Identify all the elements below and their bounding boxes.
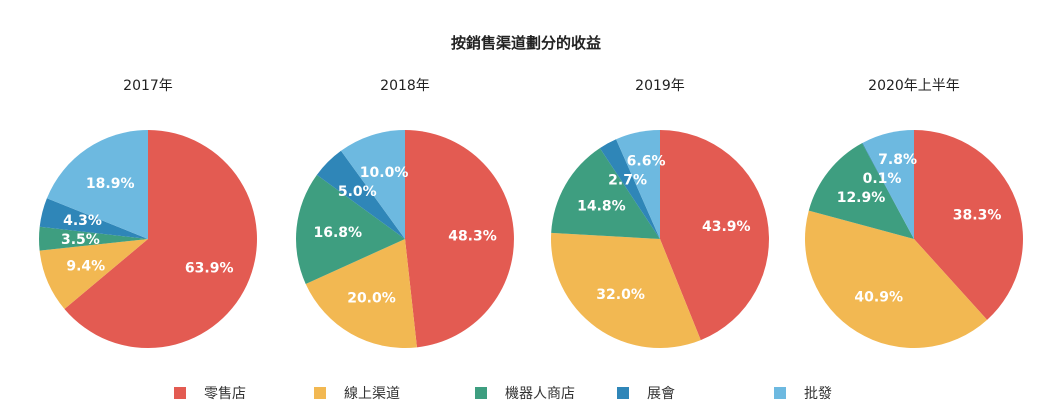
slice-label: 6.6% [627,154,666,170]
slice-label: 18.9% [86,176,135,192]
slice-label: 48.3% [448,228,497,244]
legend-item: 批發 [774,386,832,402]
slice-label: 5.0% [338,184,377,200]
slice-label: 9.4% [66,258,105,274]
slice-label: 16.8% [314,225,363,241]
chart-title: 按銷售渠道劃分的收益 [451,34,601,52]
pie-slice [39,198,149,239]
legend-swatch [174,387,186,399]
pie-slice [862,142,914,239]
pie-title: 2020年上半年 [868,78,960,94]
slice-label: 3.5% [61,232,100,248]
pie-slice [39,226,148,251]
slice-label: 20.0% [347,291,396,307]
pie-slice [660,130,769,341]
slice-label: 12.9% [837,190,886,206]
pie-slice [296,174,405,284]
slice-label: 0.1% [863,171,902,187]
legend-item: 零售店 [174,386,246,402]
slice-label: 63.9% [185,261,234,277]
pie-title: 2018年 [380,78,430,94]
legend: 零售店 線上渠道 機器人商店 展會 批發 [174,386,832,402]
legend-label: 零售店 [204,386,246,402]
slice-label: 7.8% [878,152,917,168]
legend-label: 展會 [647,386,675,402]
pie-slice [551,148,660,239]
pie-slice [39,239,149,310]
legend-swatch [475,387,487,399]
legend-item: 線上渠道 [314,386,400,402]
slice-label: 14.8% [577,198,626,214]
legend-swatch [617,387,629,399]
pie-slice [64,130,257,348]
pie-slice [305,239,417,348]
pie-slice [914,130,1023,320]
slice-label: 43.9% [702,219,751,235]
pie-slice [862,130,914,239]
slice-label: 10.0% [360,165,409,181]
pie-title: 2017年 [123,78,173,94]
pie-2: 2018年 48.3% 20.0% 16.8% 5.0% 10.0% [296,78,514,348]
legend-item: 展會 [617,386,675,402]
legend-label: 機器人商店 [505,386,575,402]
pie-3: 2019年 43.9% 32.0% 14.8% 2.7% 6.6% [550,78,769,348]
pie-slice [550,232,701,348]
slice-label: 38.3% [953,208,1002,224]
pie-slice [599,139,660,239]
pie-1: 2017年 63.9% 9.4% 3.5% 4.3% 18.9% [39,78,257,348]
slice-label: 40.9% [854,290,903,306]
pie-slice [316,150,405,239]
slice-label: 4.3% [63,213,102,229]
pie-slice [405,130,514,348]
pie-slice [804,210,988,348]
slice-label: 2.7% [608,173,647,189]
legend-swatch [314,387,326,399]
pie-4: 2020年上半年 38.3% 40.9% 12.9% 0.1% 7.8% [804,78,1023,348]
slice-label: 32.0% [596,287,645,303]
pies-group: 2017年 63.9% 9.4% 3.5% 4.3% 18.9% 2018年 48.3% 20.… [39,78,1023,348]
legend-label: 批發 [804,386,832,402]
legend-swatch [774,387,786,399]
legend-item: 機器人商店 [475,386,575,402]
pie-slice [808,143,914,239]
pie-title: 2019年 [635,78,685,94]
pie-slice [616,130,660,239]
pie-slice [340,130,405,239]
legend-label: 線上渠道 [344,386,400,402]
pie-slice [46,130,148,239]
